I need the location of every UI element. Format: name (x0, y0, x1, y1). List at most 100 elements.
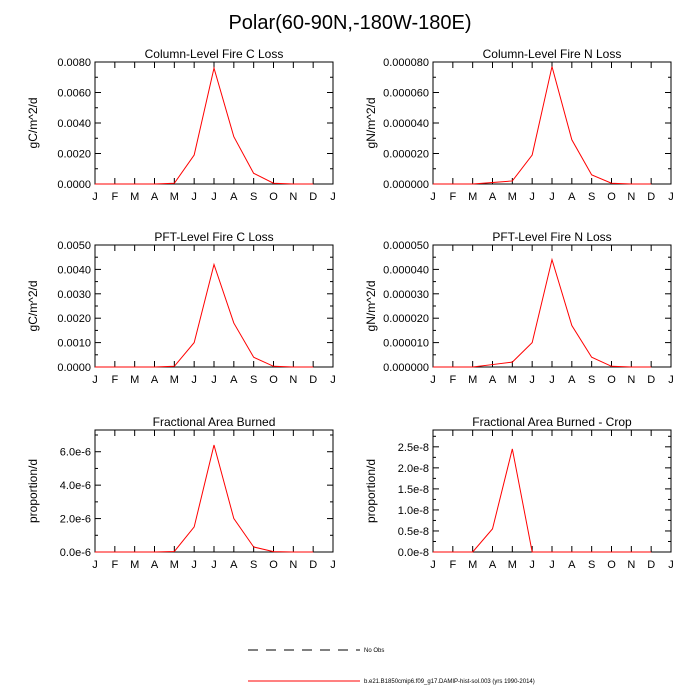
chart-panel-6: Fractional Area Burned - Crop proportion/… (364, 415, 674, 571)
x-tick-label: D (309, 559, 317, 571)
x-tick-label: J (92, 559, 98, 571)
x-tick-label: S (588, 559, 595, 571)
legend-label-2: b.e21.B1850cmip6.f09_g17.DAMIP-hist-sol.… (364, 679, 535, 685)
y-tick-label: 0.0000 (57, 362, 91, 374)
x-tick-label: O (607, 374, 616, 386)
x-tick-label: A (151, 559, 159, 571)
x-tick-label: J (191, 191, 197, 203)
x-tick-label: N (289, 559, 297, 571)
x-tick-label: S (250, 559, 257, 571)
chart-title: Fractional Area Burned - Crop (472, 415, 632, 429)
x-tick-label: A (151, 374, 159, 386)
x-tick-label: O (269, 191, 278, 203)
y-tick-label: 0.5e-8 (398, 526, 429, 538)
x-tick-label: F (449, 374, 456, 386)
x-tick-label: O (269, 374, 278, 386)
x-tick-label: M (468, 191, 477, 203)
x-tick-label: J (430, 191, 436, 203)
x-tick-label: M (130, 559, 139, 571)
x-tick-label: J (92, 374, 98, 386)
page-title: Polar(60-90N,-180W-180E) (228, 12, 472, 34)
y-tick-label: 0.000010 (383, 338, 429, 350)
x-tick-label: J (330, 559, 336, 571)
x-tick-label: O (607, 559, 616, 571)
y-tick-label: 0.0e-6 (60, 547, 91, 559)
x-tick-label: F (449, 559, 456, 571)
x-tick-label: J (668, 191, 674, 203)
series-line-1 (95, 66, 314, 185)
y-tick-label: 0.000050 (383, 240, 429, 252)
y-tick-label: 1.5e-8 (398, 484, 429, 496)
y-tick-label: 0.000020 (383, 313, 429, 325)
y-axis-label: gC/m^2/d (26, 281, 40, 332)
x-tick-label: J (668, 559, 674, 571)
y-tick-label: 0.0030 (57, 289, 91, 301)
x-tick-label: J (330, 191, 336, 203)
x-tick-label: D (647, 559, 655, 571)
plot-frame (432, 61, 672, 185)
legend: No Obs b.e21.B1850cmip6.f09_g17.DAMIP-his… (248, 648, 535, 685)
x-tick-label: A (489, 374, 497, 386)
x-tick-label: N (627, 374, 635, 386)
series-line-1 (433, 257, 652, 368)
x-tick-label: M (468, 559, 477, 571)
x-tick-label: M (508, 374, 517, 386)
x-tick-label: J (668, 374, 674, 386)
x-tick-label: J (211, 191, 217, 203)
x-tick-label: F (111, 191, 118, 203)
x-tick-label: M (508, 191, 517, 203)
y-tick-label: 0.000000 (383, 179, 429, 191)
y-tick-label: 0.0000 (57, 179, 91, 191)
x-tick-label: S (250, 191, 257, 203)
y-tick-label: 0.000000 (383, 362, 429, 374)
series-line-1 (95, 262, 314, 368)
series-line-1 (95, 444, 314, 553)
x-tick-label: J (529, 559, 535, 571)
series-line-1 (433, 66, 652, 185)
x-tick-label: O (269, 559, 278, 571)
x-tick-label: N (289, 191, 297, 203)
x-tick-label: F (111, 374, 118, 386)
x-tick-label: J (191, 374, 197, 386)
y-tick-label: 0.000020 (383, 149, 429, 161)
x-tick-label: M (508, 559, 517, 571)
y-axis-label: gN/m^2/d (364, 281, 378, 332)
plot-frame (94, 61, 334, 185)
plot-frame (432, 429, 672, 553)
x-tick-label: M (170, 374, 179, 386)
y-tick-label: 2.0e-8 (398, 463, 429, 475)
y-tick-label: 2.0e-6 (60, 514, 91, 526)
chart-title: PFT-Level Fire C Loss (154, 230, 273, 244)
series-line-1 (433, 448, 652, 553)
x-tick-label: J (529, 191, 535, 203)
chart-title: Column-Level Fire N Loss (483, 47, 622, 61)
plot-frame (432, 244, 672, 368)
y-tick-label: 0.0040 (57, 118, 91, 130)
y-tick-label: 0.0e-8 (398, 547, 429, 559)
x-tick-label: A (230, 559, 238, 571)
x-tick-label: A (151, 191, 159, 203)
y-tick-label: 0.0020 (57, 149, 91, 161)
y-tick-label: 0.0050 (57, 240, 91, 252)
x-tick-label: M (468, 374, 477, 386)
x-tick-label: A (230, 374, 238, 386)
chart-title: Fractional Area Burned (153, 415, 276, 429)
x-tick-label: S (588, 374, 595, 386)
y-axis-label: proportion/d (364, 459, 378, 523)
x-tick-label: A (230, 191, 238, 203)
x-tick-label: M (170, 191, 179, 203)
y-tick-label: 2.5e-8 (398, 442, 429, 454)
x-tick-label: M (130, 191, 139, 203)
x-tick-label: D (309, 374, 317, 386)
x-tick-label: D (309, 191, 317, 203)
y-axis-label: proportion/d (26, 459, 40, 523)
plot-frame (94, 429, 334, 553)
x-tick-label: A (568, 374, 576, 386)
x-tick-label: A (489, 559, 497, 571)
x-tick-label: D (647, 191, 655, 203)
y-tick-label: 1.0e-8 (398, 505, 429, 517)
chart-title: PFT-Level Fire N Loss (492, 230, 611, 244)
